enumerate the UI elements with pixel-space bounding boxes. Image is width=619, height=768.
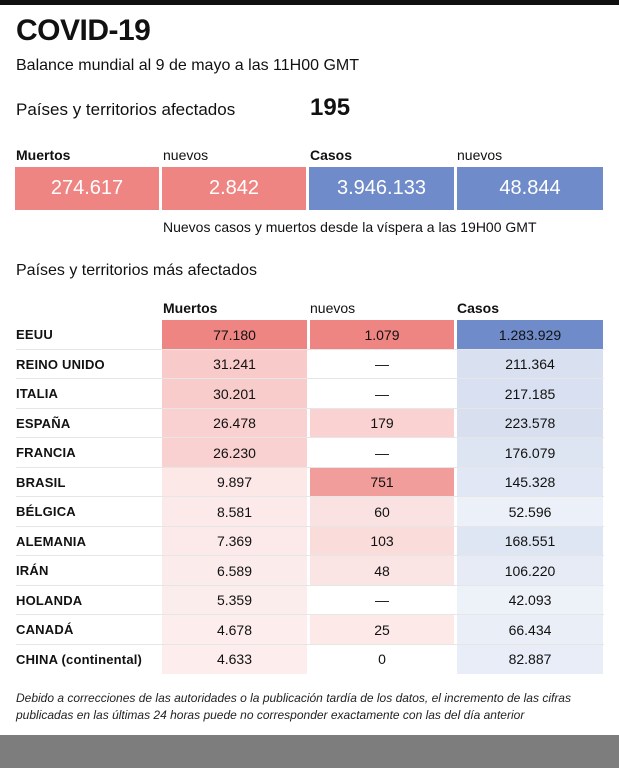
table-cell-new: 25	[310, 615, 454, 644]
row-separator	[16, 466, 604, 468]
footnote: Debido a correcciones de las autoridades…	[16, 691, 571, 722]
table-row-country: ITALIA	[16, 386, 59, 401]
table-cell-new: 60	[310, 497, 454, 526]
affected-value: 195	[310, 94, 351, 121]
table-row-country: BRASIL	[16, 474, 66, 490]
summary-cases-box: 3.946.133	[309, 167, 454, 210]
footer-bar	[0, 735, 619, 768]
table-cell-deaths: 7.369	[162, 526, 307, 556]
affected-label: Países y territorios afectados	[16, 100, 236, 119]
table-cell-new: 1.079	[310, 320, 454, 349]
row-separator	[16, 378, 604, 379]
row-separator	[16, 496, 604, 497]
table-cell-deaths: 26.230	[162, 438, 307, 467]
table-cell-new: —	[375, 592, 389, 608]
table-cell-cases: 1.283.929	[457, 320, 603, 349]
table-cell-new: —	[375, 356, 389, 372]
table-cell-cases: 52.596	[457, 497, 603, 526]
table-row-country: BÉLGICA	[16, 504, 76, 519]
row-separator	[16, 555, 604, 556]
table-cell-cases: 106.220	[457, 556, 603, 585]
table-cell-deaths: 26.478	[162, 408, 307, 438]
page-subtitle: Balance mundial al 9 de mayo a las 11H00…	[16, 57, 359, 74]
table-cell-new: 751	[310, 467, 454, 497]
table-cell-cases: 176.079	[457, 438, 603, 467]
table-cell-new: 48	[310, 556, 454, 585]
table-cell-deaths: 4.633	[162, 644, 307, 674]
summary-cases-label: Casos	[310, 147, 353, 163]
row-separator	[16, 525, 604, 527]
table-cell-new: 179	[310, 408, 454, 438]
summary-deaths-new-label: nuevos	[163, 147, 209, 163]
row-separator	[16, 614, 604, 615]
table-row-country: IRÁN	[16, 563, 49, 578]
table-cell-new: —	[375, 444, 389, 461]
table-cell-deaths: 5.359	[162, 585, 307, 615]
table-row-country: ESPAÑA	[16, 415, 71, 431]
row-separator	[16, 407, 604, 409]
table-cell-deaths: 9.897	[162, 467, 307, 497]
page-title: COVID-19	[16, 14, 151, 47]
top-rule	[0, 0, 619, 5]
table-row-country: CANADÁ	[16, 622, 74, 637]
table-row-country: EEUU	[16, 327, 53, 342]
table-cell-deaths: 4.678	[162, 615, 307, 644]
col-header-new: nuevos	[310, 300, 356, 316]
table-row-country: REINO UNIDO	[16, 356, 105, 372]
table-row-country: HOLANDA	[16, 592, 83, 608]
table-cell-cases: 168.551	[457, 526, 603, 556]
summary-cases-new-label: nuevos	[457, 147, 503, 163]
table-cell-cases: 223.578	[457, 408, 603, 438]
row-separator	[16, 643, 604, 645]
table-cell-deaths: 30.201	[162, 379, 307, 408]
table-cell-deaths: 6.589	[162, 556, 307, 585]
table-cell-cases: 145.328	[457, 467, 603, 497]
summary-deaths-box: 274.617	[15, 167, 159, 210]
summary-note: Nuevos casos y muertos desde la víspera …	[163, 219, 537, 235]
table-row-country: FRANCIA	[16, 445, 76, 460]
row-separator	[16, 584, 604, 586]
table-cell-cases: 217.185	[457, 379, 603, 408]
table-cell-cases: 211.364	[457, 349, 603, 379]
row-separator	[16, 437, 604, 438]
summary-deaths-new-box: 2.842	[162, 167, 306, 210]
table-cell-cases: 66.434	[457, 615, 603, 644]
table-cell-deaths: 77.180	[162, 320, 307, 349]
table-cell-cases: 42.093	[457, 585, 603, 615]
summary-deaths-label: Muertos	[16, 147, 71, 163]
table-title: Países y territorios más afectados	[16, 262, 257, 279]
col-header-cases: Casos	[457, 300, 500, 316]
table-row-country: ALEMANIA	[16, 533, 87, 549]
table-cell-new: 0	[378, 651, 386, 667]
col-header-deaths: Muertos	[163, 300, 218, 316]
table-cell-new: 103	[310, 526, 454, 556]
table-row-country: CHINA (continental)	[16, 651, 143, 667]
table-cell-deaths: 8.581	[162, 497, 307, 526]
table-cell-new: —	[375, 385, 389, 402]
table-cell-deaths: 31.241	[162, 349, 307, 379]
table-cell-cases: 82.887	[457, 644, 603, 674]
summary-cases-new-box: 48.844	[457, 167, 603, 210]
row-separator	[16, 348, 604, 350]
